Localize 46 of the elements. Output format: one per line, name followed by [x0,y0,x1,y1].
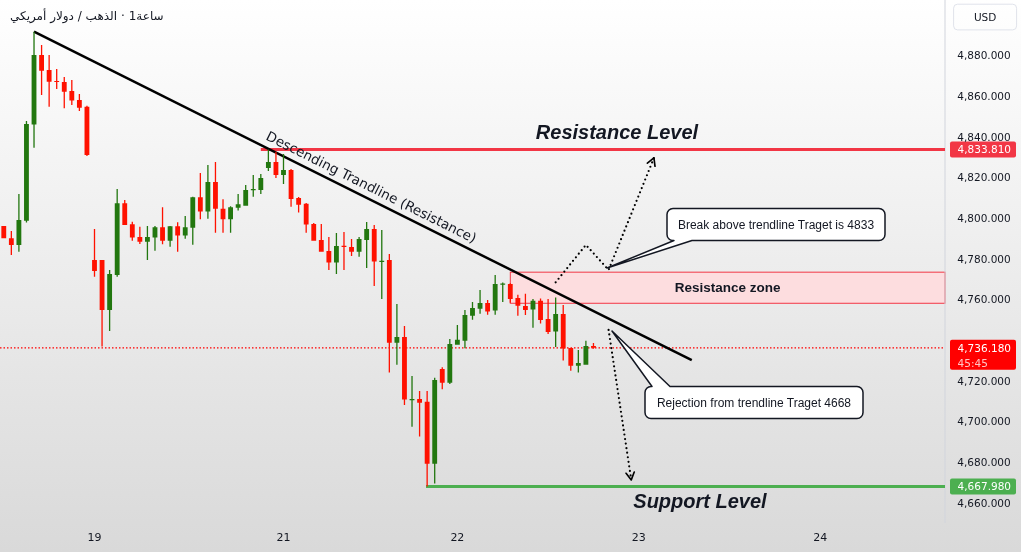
text: · 1ساعة [121,9,164,23]
callout: Rejection from trendline Traget 4668 [611,330,864,420]
y-tick-label: 4,680.000 [957,456,1011,469]
annotation: Resistance Level [535,121,699,144]
x-tick-label: 21 [276,530,291,544]
text: 45:45 [957,356,988,369]
candlestick [220,199,226,233]
y-tick-label: 4,700.000 [957,415,1011,428]
candlestick [235,193,241,211]
x-tick-label: 22 [450,530,465,544]
band-label: Resistance zone [674,280,782,296]
y-tick-label: 4,720.000 [957,374,1011,387]
x-tick-label: 24 [813,530,828,544]
candlestick [341,231,347,270]
callout: Break above trendline Traget is 4833 [606,207,886,269]
text: الذهب / دولار أمريكي [10,8,118,24]
y-tick-label: 4,760.000 [957,293,1011,306]
annotation: Break above trendline Traget is 4833 [677,217,875,232]
candlestick [205,165,211,219]
candlestick [167,226,173,247]
candlestick [477,290,483,314]
ref-line-label: 4,736.180 [957,341,1012,354]
candlestick [326,237,332,270]
y-tick-label: 4,800.000 [957,212,1011,225]
candlestick [545,299,551,334]
y-axis-title: USD [973,11,997,23]
ref-line-label: 4,667.980 [957,480,1012,493]
y-tick-label: 4,820.000 [957,171,1011,184]
y-tick-label: 4,860.000 [957,90,1011,103]
candlestick [394,303,400,365]
y-tick-label: 4,780.000 [957,252,1011,265]
annotation: Support Level [633,490,768,513]
candlestick [515,294,521,316]
ref-line-label: 4,833.810 [957,143,1012,156]
y-tick-label: 4,880.000 [957,49,1011,62]
x-tick-label: 19 [87,530,102,544]
candlestick [530,299,536,328]
candlestick [46,55,52,107]
candlestick [356,237,362,257]
x-tick-label: 23 [631,530,646,544]
y-tick-label: 4,660.000 [957,496,1011,509]
candlestick [137,226,143,244]
y-tick-label: 4,840.000 [957,130,1011,143]
candlestick [16,193,22,252]
candlestick [409,376,415,427]
annotation: Rejection from trendline Traget 4668 [656,395,852,410]
